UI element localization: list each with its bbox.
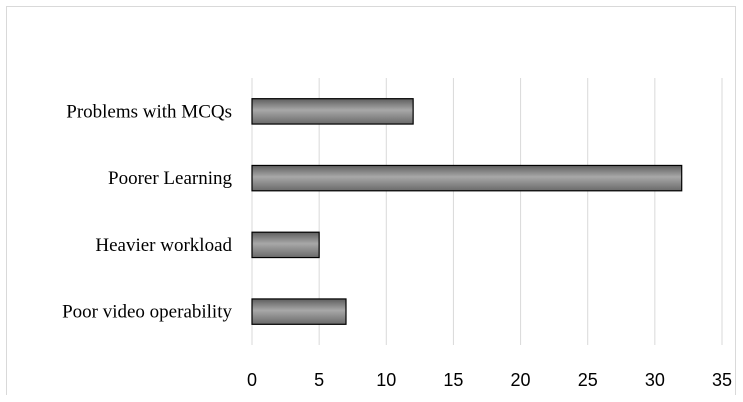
- bars: [251, 98, 683, 325]
- x-tick-label-25: 25: [578, 370, 598, 390]
- x-tick-label-5: 5: [314, 370, 324, 390]
- category-label-heavier-workload: Heavier workload: [95, 235, 232, 256]
- chart-border: [6, 6, 736, 395]
- x-tick-label-30: 30: [645, 370, 665, 390]
- bar-heavier-workload: [251, 231, 320, 259]
- category-label-poor-video-operability: Poor video operability: [62, 302, 232, 323]
- x-tick-labels: 0 5 10 15 20 25 30 35: [247, 370, 732, 390]
- x-tick-label-15: 15: [443, 370, 463, 390]
- category-label-poorer-learning: Poorer Learning: [108, 168, 232, 189]
- category-label-problems-with-mcqs: Problems with MCQs: [66, 101, 232, 122]
- bar-poor-video-operability: [251, 298, 347, 325]
- category-labels: Problems with MCQs Poorer Learning Heavier…: [62, 101, 232, 322]
- x-tick-label-10: 10: [376, 370, 396, 390]
- x-tick-label-20: 20: [511, 370, 531, 390]
- x-tick-label-35: 35: [712, 370, 732, 390]
- x-tick-label-0: 0: [247, 370, 257, 390]
- bar-problems-with-mcqs: [251, 98, 414, 125]
- bar-poorer-learning: [251, 164, 683, 192]
